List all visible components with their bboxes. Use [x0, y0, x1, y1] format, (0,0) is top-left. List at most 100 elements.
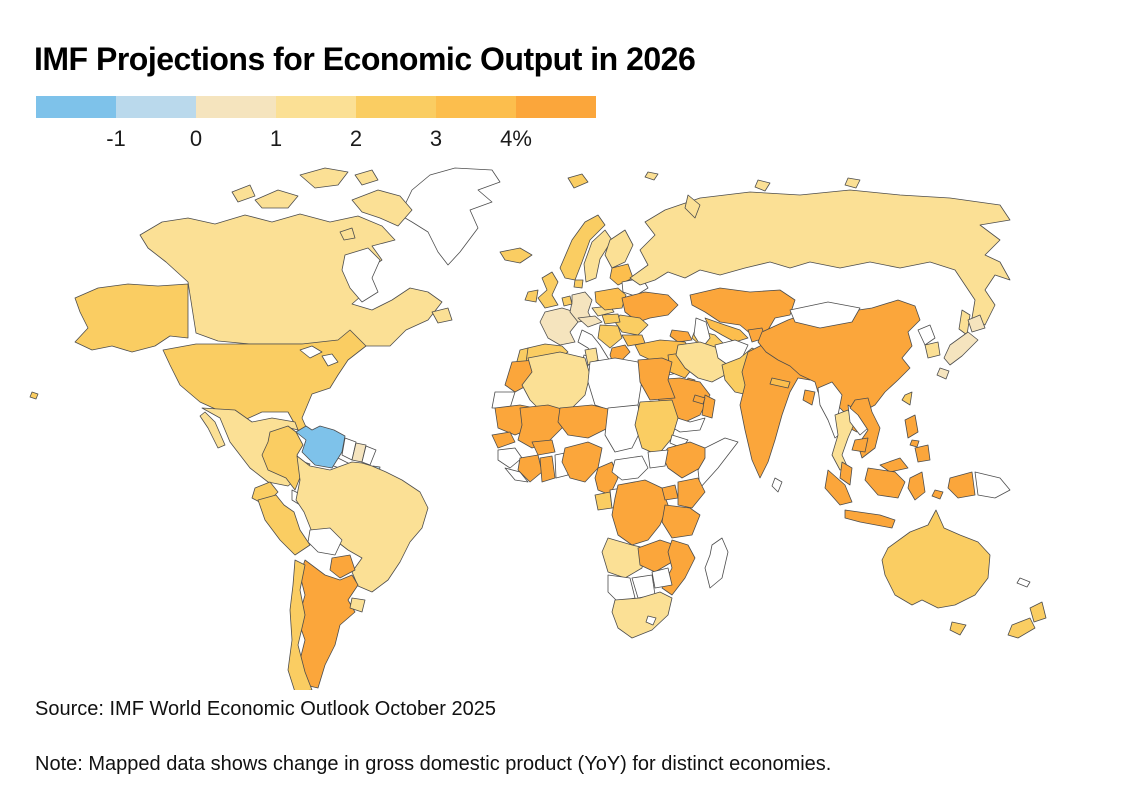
- country-australia: [881, 509, 991, 609]
- country-usa: [162, 329, 367, 437]
- country-switzerland-austria: [577, 315, 603, 328]
- country-france: [539, 307, 579, 346]
- country-philippines-luzon: [904, 414, 919, 439]
- country-indonesia-java: [844, 509, 896, 529]
- legend-swatch: [356, 96, 436, 118]
- country-indonesia-kalimantan: [864, 467, 906, 499]
- country-tanzania: [661, 504, 701, 539]
- country-canada: [139, 213, 443, 347]
- country-tunisia: [584, 347, 599, 366]
- country-japan-hokkaido: [967, 314, 986, 333]
- note-text: Note: Mapped data shows change in gross …: [35, 753, 832, 775]
- country-hungary: [601, 313, 621, 325]
- country-south-sudan: [647, 449, 669, 469]
- country-uk: [537, 271, 559, 309]
- country-usa-hawaii: [29, 391, 39, 400]
- country-russia-severnaya: [754, 179, 771, 192]
- legend-swatch: [36, 96, 116, 118]
- country-iceland: [499, 247, 533, 264]
- country-colombia: [261, 425, 304, 491]
- legend-labels: -1 0 1 2 3 4%: [36, 126, 636, 154]
- country-chad: [604, 404, 643, 453]
- country-uganda: [661, 484, 679, 501]
- country-papua-new-guinea: [974, 471, 1011, 499]
- country-china: [757, 299, 921, 419]
- country-caucasus: [669, 329, 693, 343]
- country-sudan: [634, 399, 679, 456]
- legend-bar: [36, 96, 596, 118]
- country-north-korea: [917, 324, 936, 346]
- country-canada-southampton: [339, 227, 356, 241]
- country-canada-victoria-island: [254, 189, 299, 209]
- country-bolivia: [307, 527, 343, 556]
- country-central-african-republic: [611, 455, 649, 481]
- legend-swatch: [116, 96, 196, 118]
- country-namibia: [607, 574, 636, 603]
- country-finland: [604, 229, 634, 269]
- country-guinea: [497, 447, 523, 469]
- caspian-sea: [693, 317, 711, 349]
- legend-label: 1: [269, 126, 283, 151]
- country-benelux: [561, 295, 573, 307]
- country-libya: [587, 357, 643, 413]
- country-russia-franz-josef: [644, 171, 659, 181]
- country-russia-novaya-zemlya: [684, 194, 701, 219]
- country-nepal: [769, 377, 791, 389]
- legend-swatch: [516, 96, 596, 118]
- country-senegal: [491, 431, 516, 449]
- country-south-africa: [611, 591, 673, 639]
- country-ireland: [524, 289, 539, 303]
- legend-swatch: [196, 96, 276, 118]
- country-somalia: [697, 437, 739, 489]
- country-ivory-coast: [517, 454, 543, 483]
- country-egypt: [637, 357, 676, 401]
- country-ghana: [539, 455, 556, 483]
- country-vietnam: [849, 397, 881, 459]
- country-norway-svalbard: [567, 173, 589, 189]
- country-australia-tasmania: [949, 621, 967, 636]
- source-text: Source: IMF World Economic Outlook Octob…: [35, 698, 496, 720]
- country-lesotho: [645, 615, 657, 626]
- country-burkina-faso: [531, 439, 556, 456]
- country-angola: [601, 537, 646, 579]
- world-map: [0, 160, 1136, 703]
- country-argentina: [297, 559, 359, 689]
- country-indonesia-sulawesi: [907, 471, 926, 501]
- country-uae-qatar: [692, 394, 706, 405]
- legend-label: -1: [106, 126, 126, 151]
- country-nigeria: [561, 441, 603, 483]
- legend-label: 0: [189, 126, 203, 151]
- country-paraguay: [329, 554, 356, 579]
- country-canada-ellesmere: [299, 167, 349, 189]
- hudson-bay: [341, 247, 381, 303]
- country-usa-alaska: [74, 283, 189, 353]
- country-new-zealand-north: [1029, 601, 1047, 623]
- country-sri-lanka: [771, 477, 783, 493]
- country-gabon: [594, 491, 613, 511]
- country-drc: [611, 479, 669, 546]
- country-oman: [701, 394, 716, 419]
- country-canada-newfoundland: [431, 307, 453, 324]
- country-sierra-leone-liberia: [504, 467, 529, 483]
- country-mexico-baja: [199, 411, 226, 449]
- country-new-zealand-south: [1007, 617, 1036, 639]
- country-western-sahara: [491, 391, 516, 409]
- country-canada-arctic-isle: [354, 169, 379, 186]
- legend-swatch: [436, 96, 516, 118]
- great-lakes-east: [321, 353, 339, 367]
- country-cambodia: [851, 437, 869, 453]
- country-philippines-visayas: [909, 439, 920, 448]
- country-madagascar: [704, 537, 729, 589]
- country-balkans: [597, 324, 623, 349]
- country-south-korea: [924, 341, 941, 359]
- country-sweden: [583, 229, 613, 283]
- country-poland: [594, 287, 627, 311]
- country-canada-baffin-island: [351, 189, 413, 227]
- country-kenya: [677, 477, 706, 509]
- country-indonesia-moluccas: [931, 489, 944, 500]
- country-ukraine: [621, 291, 679, 323]
- country-japan-kyushu: [936, 367, 950, 380]
- country-mongolia: [789, 301, 861, 329]
- country-bangladesh: [802, 389, 816, 406]
- legend-label: 2: [349, 126, 363, 151]
